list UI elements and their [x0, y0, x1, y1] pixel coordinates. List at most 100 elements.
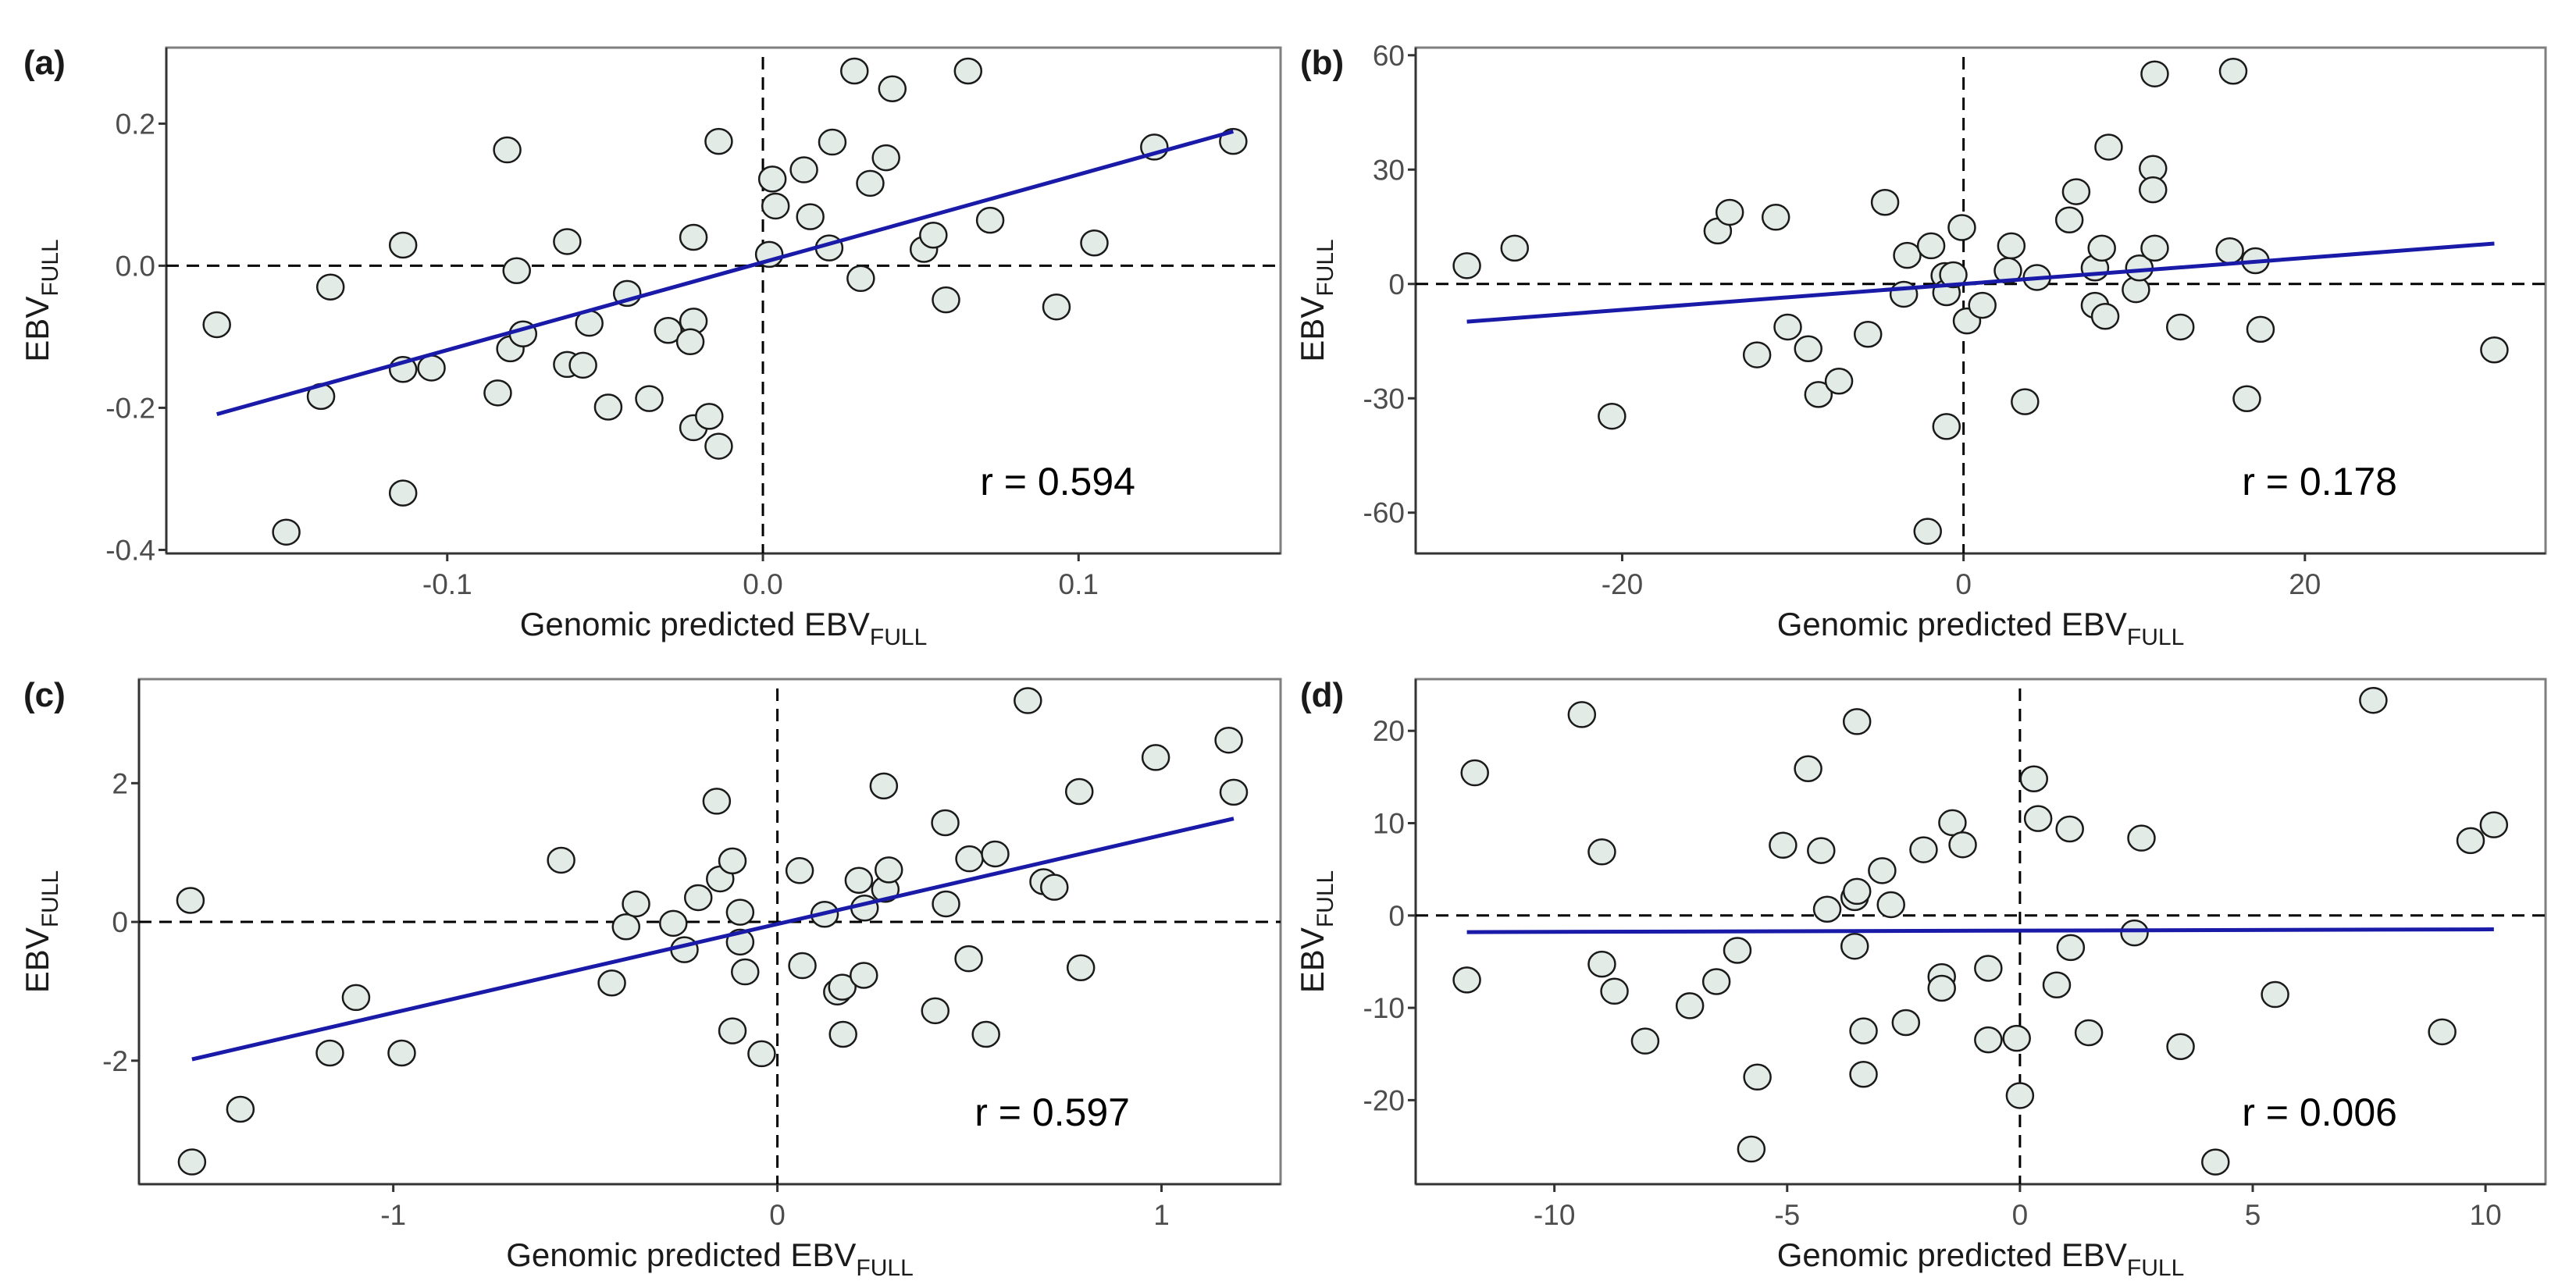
x-tick-label: 0.1 — [1059, 568, 1099, 600]
panel-c: -1 0 1 -2 0 2 r = 0.597 (c) Genomic predicted EB… — [19, 676, 1282, 1281]
y-tick-label: 0.0 — [116, 250, 155, 282]
y-tick-label: -30 — [1363, 382, 1405, 415]
data-point — [341, 984, 371, 1012]
data-point — [2479, 811, 2509, 838]
data-point — [597, 970, 626, 997]
data-point — [176, 887, 205, 914]
x-tick-label: -1 — [380, 1199, 406, 1231]
data-point — [1794, 335, 1822, 363]
data-point — [2056, 934, 2086, 962]
data-point — [1040, 873, 1069, 901]
x-axis-title-subscript: FULL — [870, 624, 927, 650]
data-point — [2456, 827, 2485, 855]
x-axis-title-main: Genomic predicted EBV — [1777, 606, 2127, 642]
data-point — [1587, 838, 1616, 866]
regression-line — [1466, 927, 2494, 934]
y-axis-title-subscript: FULL — [37, 239, 63, 296]
y-tick-label: 30 — [1373, 154, 1405, 186]
data-point — [1214, 726, 1243, 754]
data-point — [493, 136, 522, 164]
data-point — [869, 772, 899, 800]
correlation-label: r = 0.178 — [2242, 460, 2397, 503]
x-axis-title: Genomic predicted EBVFULL — [1777, 1236, 2185, 1281]
y-axis-title-main: EBV — [19, 927, 55, 993]
data-point — [2140, 60, 2169, 87]
y-tick-label: -60 — [1363, 497, 1405, 529]
x-tick-label: 0 — [769, 1199, 786, 1231]
data-point — [718, 1017, 747, 1044]
y-axis-title: EBVFULL — [19, 870, 63, 993]
x-tick-label: 0 — [1955, 568, 1972, 600]
correlation-label: r = 0.006 — [2242, 1091, 2397, 1134]
data-point — [1938, 809, 1967, 837]
data-point — [932, 890, 960, 918]
x-axis-title-subscript: FULL — [856, 1255, 913, 1281]
data-point — [1500, 234, 1530, 262]
data-point — [1743, 1063, 1772, 1091]
data-point — [2140, 234, 2169, 262]
x-axis-title: Genomic predicted EBVFULL — [1777, 606, 2185, 650]
data-point — [1452, 252, 1481, 279]
data-point — [1452, 966, 1481, 994]
data-point — [1812, 895, 1842, 923]
data-point — [1014, 687, 1042, 714]
data-point — [1769, 831, 1797, 859]
y-tick-label: -0.4 — [105, 534, 155, 566]
data-point — [2055, 815, 2084, 843]
x-axis-title-main: Genomic predicted EBV — [520, 606, 870, 642]
data-point — [1876, 891, 1905, 919]
data-point — [1997, 232, 2026, 260]
data-point — [932, 286, 960, 314]
data-point — [1840, 932, 1869, 960]
data-point — [1947, 214, 1976, 241]
data-point — [1080, 229, 1109, 257]
data-point — [856, 169, 885, 197]
regression-line — [1466, 241, 2495, 324]
data-point — [747, 1040, 776, 1068]
x-tick-label: -5 — [1774, 1199, 1800, 1231]
data-point — [1460, 759, 1489, 787]
data-point — [1066, 954, 1096, 981]
data-point — [971, 1020, 1000, 1048]
data-point — [635, 385, 664, 412]
panel-label: (b) — [1300, 44, 1344, 82]
data-point — [1893, 241, 1922, 269]
data-point — [1842, 877, 1872, 906]
y-tick-label: 10 — [1373, 808, 1405, 840]
data-point — [272, 518, 301, 546]
data-point — [675, 328, 705, 356]
data-point — [2246, 315, 2275, 343]
data-point — [1600, 977, 1629, 1005]
panel-label: (a) — [23, 44, 66, 82]
y-axis-title: EBVFULL — [1294, 870, 1338, 993]
data-point — [953, 57, 983, 85]
data-point — [1909, 836, 1938, 863]
data-point — [878, 75, 907, 103]
data-point — [2480, 336, 2509, 364]
data-point — [1723, 937, 1752, 964]
y-tick-label: 0 — [1388, 269, 1405, 301]
data-point — [2019, 765, 2049, 792]
y-tick-label: -2 — [102, 1045, 128, 1077]
x-axis-title-main: Genomic predicted EBV — [506, 1236, 856, 1273]
data-point — [1587, 950, 1616, 978]
data-point — [796, 203, 825, 230]
data-point — [2061, 178, 2091, 205]
data-point — [702, 788, 732, 815]
y-tick-label: 0.2 — [116, 108, 155, 140]
x-tick-label: -0.1 — [422, 568, 472, 600]
data-point — [921, 997, 950, 1025]
panel-a: -0.1 0.0 0.1 -0.4 -0.2 0.0 0.2 r = 0.594 (a) Geno… — [19, 44, 1282, 650]
data-point — [1761, 204, 1790, 231]
y-tick-label: -20 — [1363, 1084, 1405, 1116]
data-point — [789, 156, 818, 183]
data-point — [2054, 206, 2084, 233]
data-point — [1773, 313, 1802, 341]
y-axis-title-main: EBV — [1294, 297, 1331, 362]
data-point — [1948, 831, 1977, 859]
data-point — [1219, 778, 1249, 806]
data-point — [679, 223, 708, 251]
y-axis-title: EBVFULL — [19, 239, 63, 361]
y-tick-label: 0 — [112, 906, 128, 938]
panel-d: -10 -5 0 5 10 -20 -10 0 10 20 r = 0.006 (d) Genomic … — [1294, 676, 2547, 1281]
